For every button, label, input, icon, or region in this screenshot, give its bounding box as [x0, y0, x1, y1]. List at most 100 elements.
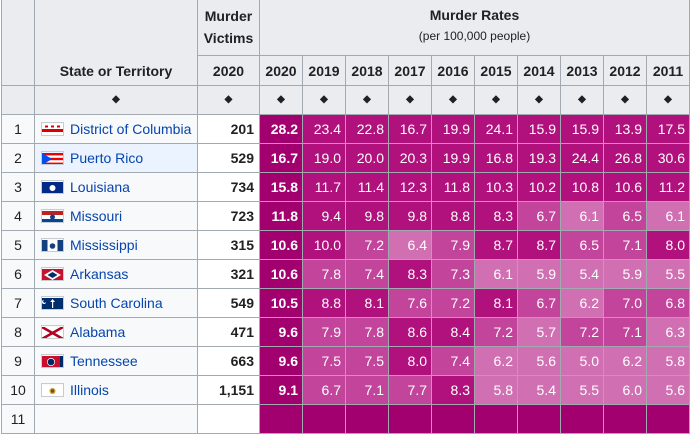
victims-cell: 315: [197, 230, 260, 260]
rank-cell: 9: [1, 346, 35, 376]
rate-cell: 10.5: [259, 288, 303, 318]
sort-button[interactable]: ◆: [560, 85, 604, 115]
rank-cell: 10: [1, 375, 35, 405]
rate-cell: 5.5: [646, 259, 690, 289]
victims-cell: 1,151: [197, 375, 260, 405]
rate-cell: 13.9: [603, 114, 647, 144]
year-header-2011: 2011: [646, 55, 690, 86]
rank-cell: 5: [1, 230, 35, 260]
rate-cell: 11.8: [431, 172, 475, 202]
sort-button[interactable]: ◆: [34, 85, 198, 115]
rank-cell: 2: [1, 143, 35, 173]
sort-button[interactable]: ◆: [603, 85, 647, 115]
rate-cell: 5.8: [646, 346, 690, 376]
year-header-2016: 2016: [431, 55, 475, 86]
year-header-2012: 2012: [603, 55, 647, 86]
rate-cell: 8.3: [388, 259, 432, 289]
rate-cell: [345, 404, 389, 434]
victims-cell: 663: [197, 346, 260, 376]
rate-cell: 8.0: [388, 346, 432, 376]
south-carolina-flag-icon: [41, 296, 64, 310]
rank-cell: 3: [1, 172, 35, 202]
rate-cell: [517, 404, 561, 434]
rate-cell: 10.2: [517, 172, 561, 202]
rate-cell: 6.2: [603, 346, 647, 376]
table-row: 7 South Carolina 549 10.5 8.8 8.1 7.6 7.2 8.1 6.7…: [1, 288, 690, 318]
year-header-2017: 2017: [388, 55, 432, 86]
rate-cell: 6.7: [517, 201, 561, 231]
rate-cell: 16.7: [388, 114, 432, 144]
state-cell: Arkansas: [34, 259, 198, 289]
rate-cell: 7.2: [560, 317, 604, 347]
rank-cell: 11: [1, 404, 35, 434]
rate-cell: 6.8: [646, 288, 690, 318]
sort-button[interactable]: ◆: [474, 85, 518, 115]
victims-cell: 529: [197, 143, 260, 173]
rate-cell: 8.3: [474, 201, 518, 231]
state-link[interactable]: Illinois: [70, 382, 109, 398]
rate-cell: 7.8: [345, 317, 389, 347]
rate-cell: 10.6: [603, 172, 647, 202]
state-link[interactable]: District of Columbia: [70, 121, 192, 137]
rank-sort-cell: [1, 85, 35, 115]
state-cell: South Carolina: [34, 288, 198, 318]
rate-cell: 20.3: [388, 143, 432, 173]
rate-cell: 9.6: [259, 346, 303, 376]
rate-cell: 11.7: [302, 172, 346, 202]
rate-cell: 6.2: [560, 288, 604, 318]
table-row: 10 Illinois 1,151 9.1 6.7 7.1 7.7 8.3 5.8 5.4 5.5 6…: [1, 375, 690, 405]
rate-cell: 15.9: [560, 114, 604, 144]
rate-cell: 12.3: [388, 172, 432, 202]
rate-cell: 6.3: [646, 317, 690, 347]
rate-cell: [603, 404, 647, 434]
state-link[interactable]: Tennessee: [70, 353, 138, 369]
state-cell: Puerto Rico: [34, 143, 198, 173]
rate-cell: 19.9: [431, 143, 475, 173]
state-link[interactable]: Missouri: [70, 208, 123, 224]
rate-cell: [560, 404, 604, 434]
rate-cell: 7.5: [345, 346, 389, 376]
sort-button[interactable]: ◆: [646, 85, 690, 115]
rate-cell: 6.5: [603, 201, 647, 231]
rate-cell: 5.5: [560, 375, 604, 405]
state-link[interactable]: Alabama: [70, 324, 126, 340]
sort-button[interactable]: ◆: [259, 85, 303, 115]
rate-cell: 20.0: [345, 143, 389, 173]
rate-cell: 8.6: [388, 317, 432, 347]
rate-cell: 11.4: [345, 172, 389, 202]
state-link[interactable]: South Carolina: [70, 295, 163, 311]
rate-cell: 28.2: [259, 114, 303, 144]
rank-cell: 4: [1, 201, 35, 231]
state-link[interactable]: Mississippi: [70, 237, 138, 253]
table-row: 11: [1, 404, 690, 434]
state-link[interactable]: Arkansas: [70, 266, 129, 282]
illinois-flag-icon: [41, 383, 64, 397]
rank-header: [1, 0, 35, 86]
sort-button[interactable]: ◆: [388, 85, 432, 115]
state-link[interactable]: Louisiana: [70, 179, 130, 195]
rate-cell: 6.7: [302, 375, 346, 405]
sort-button[interactable]: ◆: [517, 85, 561, 115]
mississippi-flag-icon: [41, 238, 64, 252]
sort-button[interactable]: ◆: [345, 85, 389, 115]
rate-cell: 24.4: [560, 143, 604, 173]
rate-cell: 6.2: [474, 346, 518, 376]
state-cell: [34, 404, 198, 434]
rate-cell: 7.6: [388, 288, 432, 318]
sort-button[interactable]: ◆: [302, 85, 346, 115]
rank-cell: 6: [1, 259, 35, 289]
rate-cell: 9.1: [259, 375, 303, 405]
year-header-2015: 2015: [474, 55, 518, 86]
state-link[interactable]: Puerto Rico: [70, 150, 144, 166]
sort-button[interactable]: ◆: [197, 85, 260, 115]
sort-button[interactable]: ◆: [431, 85, 475, 115]
rate-cell: 30.6: [646, 143, 690, 173]
rate-cell: 10.6: [259, 230, 303, 260]
rate-cell: 7.0: [603, 288, 647, 318]
rate-cell: 5.6: [517, 346, 561, 376]
rate-cell: 8.1: [345, 288, 389, 318]
rate-cell: 11.8: [259, 201, 303, 231]
rate-cell: 17.5: [646, 114, 690, 144]
state-column-header: State or Territory: [34, 0, 198, 86]
rate-cell: 19.3: [517, 143, 561, 173]
